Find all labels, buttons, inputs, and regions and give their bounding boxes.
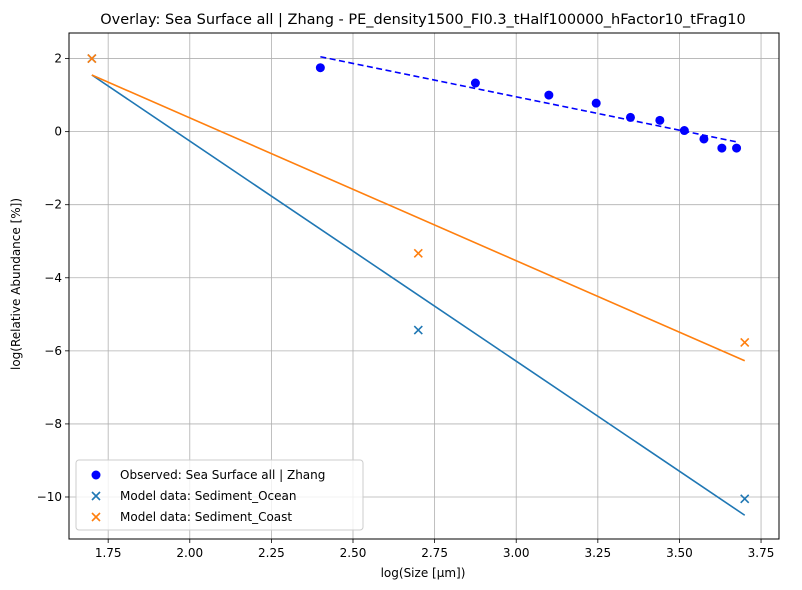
- data-points: [87, 54, 750, 504]
- observed-point: [732, 143, 742, 153]
- plot-frame: [68, 32, 780, 540]
- grid: [69, 33, 779, 539]
- x-tick-label: 3.00: [503, 546, 530, 560]
- legend-marker: [91, 470, 101, 480]
- x-tick-label: 2.75: [421, 546, 448, 560]
- legend: Observed: Sea Surface all | Zhang Model d…: [75, 459, 364, 531]
- model-point: [87, 54, 97, 64]
- legend-label: Model data: Sediment_Coast: [120, 510, 292, 524]
- legend-item: Observed: Sea Surface all | Zhang: [91, 468, 325, 482]
- legend-marker: [91, 491, 101, 501]
- observed-point: [679, 126, 689, 136]
- observed-point: [717, 143, 727, 153]
- y-tick-label: −8: [44, 417, 62, 431]
- observed-point: [625, 112, 635, 122]
- legend-label: Observed: Sea Surface all | Zhang: [120, 468, 325, 482]
- x-tick-label: 2.00: [176, 546, 203, 560]
- fit-line: [91, 74, 746, 516]
- observed-point: [315, 63, 325, 73]
- fit-lines: [91, 55, 746, 516]
- legend-label: Model data: Sediment_Ocean: [120, 489, 296, 503]
- legend-box: [75, 459, 364, 531]
- y-tick-label: −4: [44, 271, 62, 285]
- y-tick-label: 2: [54, 52, 62, 66]
- x-axis-label: log(Size [μm]): [381, 566, 466, 580]
- x-tick-label: 3.50: [666, 546, 693, 560]
- x-tick-label: 3.75: [748, 546, 775, 560]
- y-axis-label: log(Relative Abundance [%]): [9, 198, 23, 370]
- model-point: [413, 248, 423, 258]
- model-point: [740, 494, 750, 504]
- x-tick-label: 3.25: [584, 546, 611, 560]
- y-tick-label: −10: [37, 490, 62, 504]
- observed-point: [591, 98, 601, 108]
- x-tick-label: 2.25: [258, 546, 285, 560]
- y-tick-label: −2: [44, 198, 62, 212]
- fit-line: [320, 55, 737, 143]
- legend-item: Model data: Sediment_Ocean: [91, 489, 296, 503]
- y-tick-label: 0: [54, 125, 62, 139]
- observed-point: [470, 78, 480, 88]
- model-point: [413, 325, 423, 335]
- fit-line: [91, 74, 746, 362]
- observed-point: [655, 115, 665, 125]
- observed-point: [544, 90, 554, 100]
- chart-title: Overlay: Sea Surface all | Zhang - PE_de…: [100, 12, 746, 28]
- observed-point: [699, 134, 709, 144]
- x-tick-label: 1.75: [95, 546, 122, 560]
- x-tick-label: 2.50: [340, 546, 367, 560]
- legend-marker: [91, 512, 101, 522]
- legend-item: Model data: Sediment_Coast: [91, 510, 292, 524]
- model-point: [740, 337, 750, 348]
- y-tick-label: −6: [44, 344, 62, 358]
- axis-ticks: 1.75 2.00 2.25 2.50 2.75 3.00 3.25 3.50 3.75 2 0 −2…: [37, 52, 775, 560]
